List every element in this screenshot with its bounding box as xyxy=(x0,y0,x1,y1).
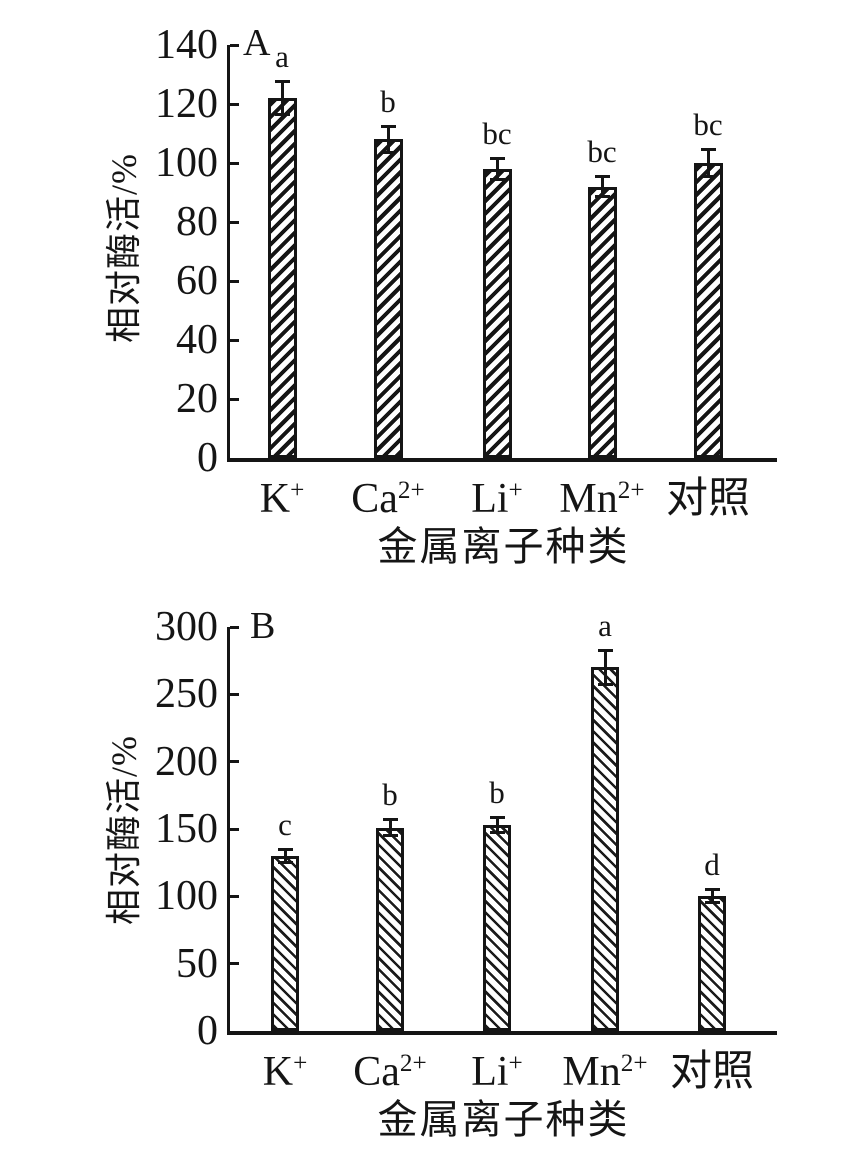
panel-a-sig-letter: bc xyxy=(482,116,512,152)
panel-b-error-bar-cap-bottom xyxy=(277,861,293,864)
panel-a-error-bar-cap-bottom xyxy=(700,174,716,178)
panel-b-error-bar-cap-top xyxy=(597,648,613,652)
panel-a-x-category-label: Ca2+ xyxy=(351,476,425,522)
panel-b-y-tick xyxy=(230,760,239,764)
panel-a-x-category-label: Mn2+ xyxy=(559,476,645,522)
panel-a-sig-letter: b xyxy=(380,83,396,119)
panel-a-bar-Li+ xyxy=(482,168,512,458)
panel-b-y-tick xyxy=(230,625,239,629)
panel-b-y-tick-label: 250 xyxy=(155,671,218,718)
panel-b-x-axis-title: 金属离子种类 xyxy=(377,1097,630,1142)
panel-a-x-category-label: 对照 xyxy=(665,476,750,522)
panel-a-error-bar-cap-bottom xyxy=(594,195,610,199)
panel-a-bar-K+ xyxy=(267,98,297,458)
panel-b-y-tick-label: 300 xyxy=(155,604,218,650)
panel-a-bar-Ca2+ xyxy=(373,139,403,458)
panel-a-y-tick xyxy=(230,279,239,283)
panel-b-error-bar-cap-top xyxy=(704,888,720,892)
panel-b-error-bar-line xyxy=(388,818,392,838)
panel-b-y-tick xyxy=(230,827,239,831)
panel-a-sig-letter: bc xyxy=(587,133,617,169)
panel-b-x-category-label: K+ xyxy=(262,1049,308,1095)
panel-a-y-tick-label: 40 xyxy=(176,317,218,363)
panel-a-error-bar-line xyxy=(706,148,710,178)
panel-a-y-tick xyxy=(230,338,239,342)
panel-a-letter: A xyxy=(243,22,271,64)
panel-b-x-category-label: Ca2+ xyxy=(353,1049,427,1095)
panel-b-sig-letter: a xyxy=(598,607,612,643)
panel-b-error-bar-cap-bottom xyxy=(597,683,613,687)
panel-b-plot-area: 0 50 100 150 200 250 300 c K+ b Ca2+ b Li+ a Mn2+ d 对照 金属… xyxy=(155,604,777,1142)
panel-a-error-bar-line xyxy=(386,124,390,155)
panel-a-y-tick-label: 120 xyxy=(155,81,218,127)
panel-a-bar-对照 xyxy=(693,163,723,458)
panel-b-error-bar-cap-bottom xyxy=(704,901,720,905)
panel-b-y-axis-line xyxy=(227,627,230,1035)
panel-b-y-tick-label: 50 xyxy=(176,940,218,987)
panel-a-y-tick xyxy=(230,220,239,224)
panel-b-error-bar-line xyxy=(283,847,287,864)
panel-a-error-bar-cap-top xyxy=(594,174,610,178)
panel-a-error-bar-cap-top xyxy=(489,157,505,161)
panel-a-y-tick-label: 20 xyxy=(176,376,218,422)
panel-b-error-bar-cap-bottom xyxy=(489,831,505,835)
panel-a-sig-letter: bc xyxy=(693,107,723,143)
panel-b-error-bar-line xyxy=(710,888,714,905)
panel-a-error-bar-cap-top xyxy=(700,148,716,152)
panel-b-y-tick-label: 150 xyxy=(155,806,218,852)
panel-a-x-axis-line xyxy=(227,458,777,462)
panel-b-bar-对照 xyxy=(698,896,726,1031)
panel-a-error-bar-cap-top xyxy=(274,80,290,84)
panel-b-x-category-label: Li+ xyxy=(471,1049,523,1095)
panel-a-y-tick xyxy=(230,397,239,401)
panel-a-error-bar-cap-bottom xyxy=(380,151,396,155)
panel-b-error-bar-line xyxy=(495,815,499,835)
panel-a-error-bar-cap-bottom xyxy=(489,177,505,181)
panel-a-y-tick xyxy=(230,43,239,47)
panel-a-x-category-label: K+ xyxy=(259,476,305,522)
panel-b-bar-Li+ xyxy=(483,824,511,1031)
panel-b-error-bar-cap-top xyxy=(489,815,505,819)
panel-b-error-bar-cap-top xyxy=(382,818,398,822)
panel-b-y-tick-label: 0 xyxy=(197,1008,218,1054)
panel-a-y-tick-label: 0 xyxy=(197,435,218,481)
panel-b-sig-letter: b xyxy=(489,774,505,810)
panel-b-bar-Mn2+ xyxy=(591,667,619,1031)
panel-b-letter: B xyxy=(250,605,276,647)
panel-b-sig-letter: d xyxy=(704,847,720,883)
panel-a-plot-area: 0 20 40 60 80 100 120 140 a K+ b Ca2+ bc Li+ bc Mn2+ bc 对… xyxy=(155,22,777,569)
panel-a-y-tick xyxy=(230,161,239,165)
panel-b-y-tick-label: 100 xyxy=(155,873,218,920)
panel-b-bar-K+ xyxy=(271,855,299,1031)
panel-a-bar-Mn2+ xyxy=(587,186,617,458)
panel-b-y-tick xyxy=(230,894,239,898)
panel-b-sig-letter: c xyxy=(278,806,292,842)
panel-a-y-tick-label: 140 xyxy=(155,22,218,68)
panel-b-sig-letter: b xyxy=(382,777,398,813)
panel-a-error-bar-line xyxy=(600,174,604,199)
panel-a-y-axis-line xyxy=(227,45,230,462)
panel-a-error-bar-line xyxy=(280,80,284,116)
panel-a-y-tick-label: 60 xyxy=(176,258,218,304)
panel-a-sig-letter: a xyxy=(275,39,289,75)
panel-a-y-tick xyxy=(230,102,239,106)
panel-a-error-bar-line xyxy=(495,157,499,181)
panel-b-y-tick xyxy=(230,962,239,966)
panel-b-y-tick-label: 200 xyxy=(155,738,218,785)
panel-b-error-bar-line xyxy=(603,648,607,687)
panel-a-y-tick-label: 80 xyxy=(176,199,218,245)
panel-a-error-bar-cap-bottom xyxy=(274,112,290,116)
panel-b-bar-Ca2+ xyxy=(376,827,404,1031)
panel-b-x-category-label: 对照 xyxy=(669,1049,754,1095)
panel-b-y-tick xyxy=(230,692,239,696)
panel-b-error-bar-cap-top xyxy=(277,847,293,851)
panel-a-x-axis-title: 金属离子种类 xyxy=(377,524,630,569)
panel-b-x-axis-line xyxy=(227,1031,777,1035)
panel-a-y-tick-label: 100 xyxy=(155,140,218,186)
panel-a-error-bar-cap-top xyxy=(380,124,396,128)
panel-b-x-category-label: Mn2+ xyxy=(562,1049,648,1095)
panel-a-x-category-label: Li+ xyxy=(471,476,523,522)
panel-b-error-bar-cap-bottom xyxy=(382,834,398,838)
